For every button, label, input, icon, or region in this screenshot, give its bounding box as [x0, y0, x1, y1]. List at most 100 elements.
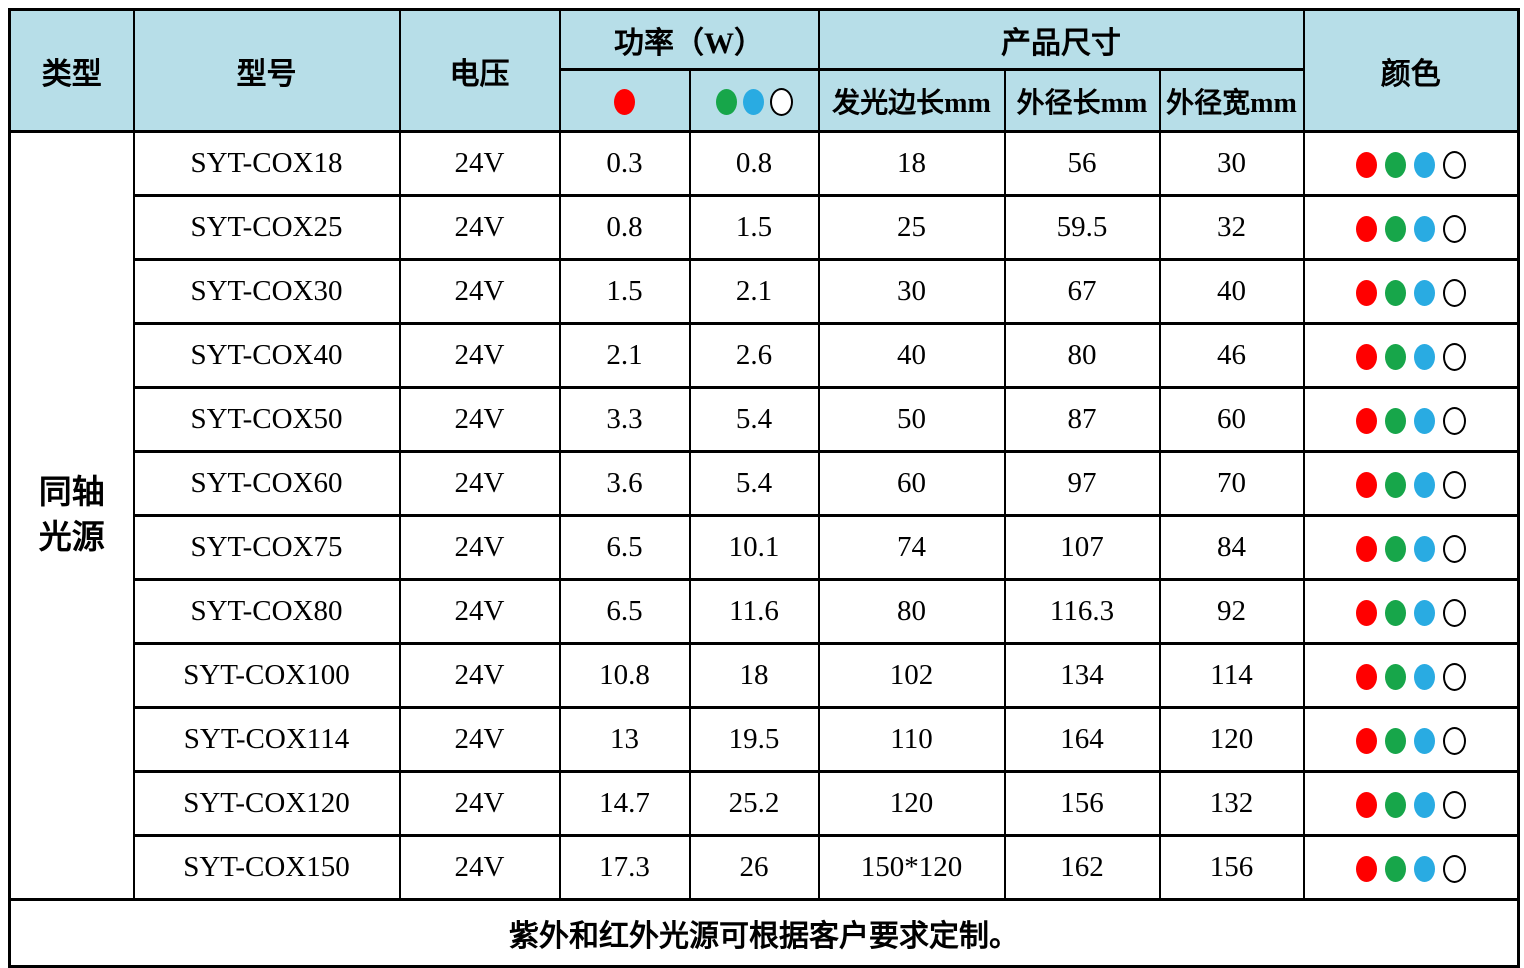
green-dot-icon	[1384, 344, 1406, 371]
header-cell-model: 型号	[132, 8, 401, 133]
blue-dot-icon	[1413, 280, 1435, 307]
outer-length-cell: 59.5	[1003, 194, 1161, 261]
table-row: SYT-COX150 24V 17.3 26 150*120 162 156	[10, 834, 1520, 901]
white-dot-icon	[1442, 215, 1466, 244]
red-dot-icon	[614, 89, 635, 116]
power-red-cell: 3.3	[558, 386, 691, 453]
power-gbw-cell: 1.5	[688, 194, 820, 261]
model-cell: SYT-COX25	[132, 194, 401, 261]
outer-width-cell: 30	[1158, 130, 1305, 197]
blue-dot-icon	[1413, 728, 1435, 755]
model-cell: SYT-COX75	[132, 514, 401, 581]
voltage-cell: 24V	[398, 258, 561, 325]
green-dot-icon	[1384, 792, 1406, 819]
led-size-cell: 110	[817, 706, 1006, 773]
product-spec-sheet: 类型 型号 电压 功率（W） 产品尺寸 颜色 发光边长mm 外径长mm 外径宽m…	[8, 8, 1520, 968]
white-dot-icon	[769, 88, 793, 117]
model-cell: SYT-COX18	[132, 130, 401, 197]
power-gbw-cell: 11.6	[688, 578, 820, 645]
header-row-groups: 类型 型号 电压 功率（W） 产品尺寸 颜色	[8, 8, 1520, 133]
table-row: SYT-COX60 24V 3.6 5.4 60 97 70	[10, 450, 1520, 517]
led-size-cell: 25	[817, 194, 1006, 261]
outer-length-cell: 134	[1003, 642, 1161, 709]
color-dots-cell	[1302, 578, 1520, 645]
power-red-cell: 14.7	[558, 770, 691, 837]
voltage-cell: 24V	[398, 834, 561, 901]
red-dot-icon	[1355, 792, 1377, 819]
outer-width-cell: 40	[1158, 258, 1305, 325]
led-size-cell: 80	[817, 578, 1006, 645]
white-dot-icon	[1442, 343, 1466, 372]
footer-note: 紫外和红外光源可根据客户要求定制。	[8, 898, 1520, 968]
outer-length-cell: 164	[1003, 706, 1161, 773]
red-dot-icon	[1355, 600, 1377, 627]
voltage-cell: 24V	[398, 578, 561, 645]
green-dot-icon	[1384, 408, 1406, 435]
color-dots-cell	[1302, 130, 1520, 197]
power-gbw-cell: 10.1	[688, 514, 820, 581]
model-cell: SYT-COX60	[132, 450, 401, 517]
color-dots-cell	[1302, 386, 1520, 453]
green-dot-icon	[1384, 664, 1406, 691]
red-dot-icon	[1355, 536, 1377, 563]
header-cell-size-group: 产品尺寸	[817, 8, 1305, 71]
header-cell-outer-width: 外径宽mm	[1158, 68, 1305, 133]
color-dots-cell	[1302, 642, 1520, 709]
power-red-cell: 10.8	[558, 642, 691, 709]
blue-dot-icon	[1413, 408, 1435, 435]
color-dots-cell	[1302, 770, 1520, 837]
model-cell: SYT-COX40	[132, 322, 401, 389]
header-cell-voltage: 电压	[398, 8, 561, 133]
white-dot-icon	[1442, 471, 1466, 500]
header-cell-power-gbw	[688, 68, 820, 133]
power-gbw-cell: 5.4	[688, 450, 820, 517]
white-dot-icon	[1442, 535, 1466, 564]
model-cell: SYT-COX120	[132, 770, 401, 837]
table-row: SYT-COX100 24V 10.8 18 102 134 114	[10, 642, 1520, 709]
color-dots-cell	[1302, 194, 1520, 261]
green-dot-icon	[1384, 728, 1406, 755]
red-dot-icon	[1355, 472, 1377, 499]
voltage-cell: 24V	[398, 450, 561, 517]
power-red-cell: 1.5	[558, 258, 691, 325]
outer-width-cell: 60	[1158, 386, 1305, 453]
green-dot-icon	[1384, 152, 1406, 179]
blue-dot-icon	[1413, 664, 1435, 691]
category-cell: 同轴 光源	[8, 130, 135, 901]
green-dot-icon	[1384, 216, 1406, 243]
outer-length-cell: 162	[1003, 834, 1161, 901]
green-dot-icon	[715, 89, 737, 116]
outer-width-cell: 84	[1158, 514, 1305, 581]
voltage-cell: 24V	[398, 322, 561, 389]
power-red-cell: 6.5	[558, 578, 691, 645]
white-dot-icon	[1442, 663, 1466, 692]
outer-length-cell: 67	[1003, 258, 1161, 325]
power-red-cell: 3.6	[558, 450, 691, 517]
voltage-cell: 24V	[398, 130, 561, 197]
outer-length-cell: 97	[1003, 450, 1161, 517]
outer-width-cell: 132	[1158, 770, 1305, 837]
white-dot-icon	[1442, 855, 1466, 884]
power-gbw-cell: 2.1	[688, 258, 820, 325]
color-dots-cell	[1302, 706, 1520, 773]
header-cell-power-group: 功率（W）	[558, 8, 820, 71]
led-size-cell: 30	[817, 258, 1006, 325]
category-line: 同轴	[38, 474, 105, 511]
power-red-cell: 6.5	[558, 514, 691, 581]
led-size-cell: 18	[817, 130, 1006, 197]
red-dot-icon	[1355, 216, 1377, 243]
power-gbw-cell: 26	[688, 834, 820, 901]
led-size-cell: 150*120	[817, 834, 1006, 901]
table-row: SYT-COX40 24V 2.1 2.6 40 80 46	[10, 322, 1520, 389]
model-cell: SYT-COX50	[132, 386, 401, 453]
white-dot-icon	[1442, 279, 1466, 308]
model-cell: SYT-COX100	[132, 642, 401, 709]
outer-width-cell: 32	[1158, 194, 1305, 261]
table-row: SYT-COX80 24V 6.5 11.6 80 116.3 92	[10, 578, 1520, 645]
green-dot-icon	[1384, 472, 1406, 499]
voltage-cell: 24V	[398, 642, 561, 709]
led-size-cell: 50	[817, 386, 1006, 453]
outer-length-cell: 156	[1003, 770, 1161, 837]
white-dot-icon	[1442, 791, 1466, 820]
red-dot-icon	[1355, 664, 1377, 691]
